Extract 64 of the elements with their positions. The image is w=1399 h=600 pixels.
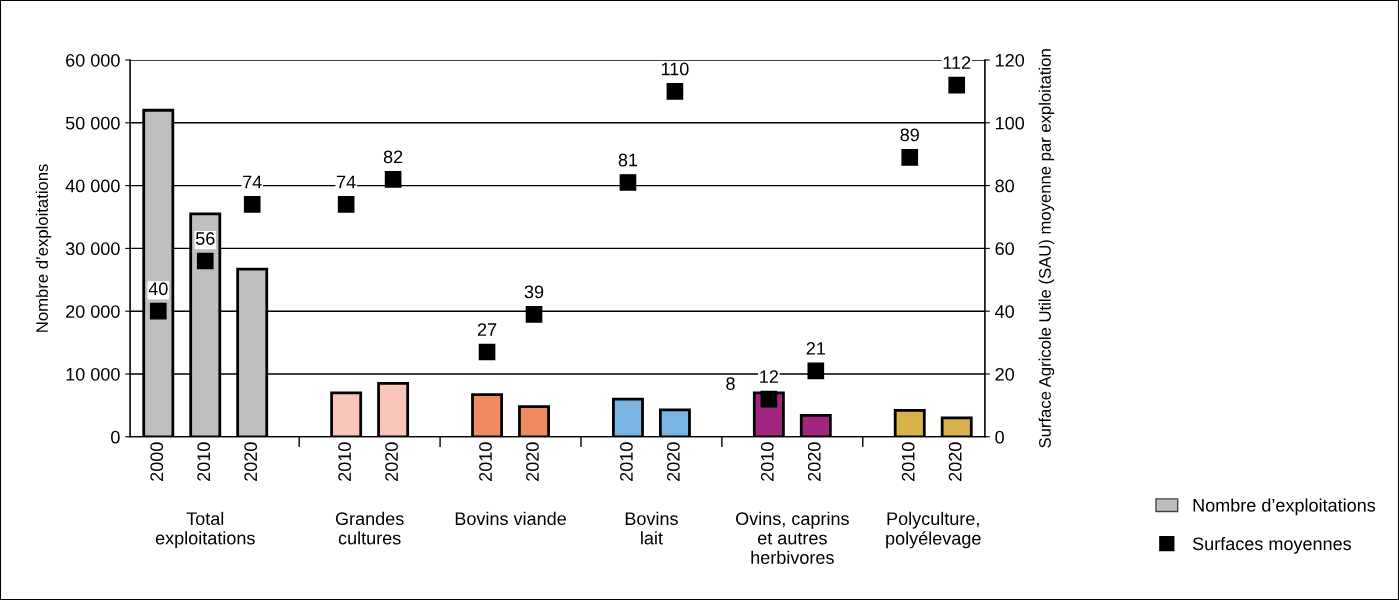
text: Bovins viande	[455, 511, 566, 526]
data-label: 82	[383, 150, 403, 164]
x-tick-label: 2020	[948, 442, 962, 481]
data-label: 27	[477, 323, 497, 336]
y-tick-label: 50 000	[65, 116, 120, 130]
point	[807, 362, 825, 380]
y-axis-title: Nombre d’exploitations	[35, 164, 52, 332]
text: Bovins lait	[625, 511, 678, 545]
x-tick-label: 2010	[760, 442, 774, 481]
point	[243, 196, 261, 213]
data-label: 56	[195, 232, 215, 245]
point	[478, 343, 496, 361]
data-label: 21	[806, 342, 825, 355]
data-label: 40	[148, 282, 168, 296]
point	[525, 306, 543, 323]
y2-tick-label: 120	[995, 53, 1025, 67]
data-label: 74	[243, 175, 262, 189]
point	[901, 149, 919, 166]
y-tick-label: 10 000	[66, 367, 120, 381]
x-tick-label: 2010	[479, 442, 492, 481]
point	[149, 302, 167, 320]
y-tick-label: 20 000	[66, 305, 120, 318]
point	[948, 76, 966, 94]
text: Total exploitations	[155, 511, 255, 549]
text: Grandes cultures	[335, 511, 404, 545]
y2-tick-label: 40	[995, 305, 1014, 318]
text: Ovins, caprins et autres herbivores	[736, 511, 849, 564]
y2-tick-label: 60	[995, 242, 1014, 256]
x-tick-label: 2010	[197, 442, 211, 481]
x-tick-label: 2000	[150, 442, 164, 481]
point	[619, 174, 637, 191]
y2-tick-label: 0	[995, 430, 1004, 444]
data-label: 74	[337, 175, 356, 189]
data-label: 81	[618, 153, 638, 167]
y2-tick-label: 100	[995, 116, 1025, 130]
x-tick-label: 2010	[338, 442, 351, 481]
x-tick-label: 2020	[385, 442, 398, 481]
x-tick-label: 2010	[901, 442, 915, 481]
point	[196, 252, 214, 270]
point	[384, 170, 402, 188]
x-tick-label: 2010	[620, 442, 633, 481]
point	[337, 196, 355, 213]
data-label: 110	[661, 62, 689, 76]
legend-label: Surfaces moyennes	[1192, 536, 1352, 554]
point	[760, 390, 778, 408]
y-tick-label: 40 000	[65, 179, 120, 193]
y-tick-label: 0	[111, 430, 120, 444]
data-label: 112	[943, 56, 971, 69]
data-label: 89	[900, 128, 919, 142]
y2-axis-title: Surface Agricole Utile (SAU) moyenne par exploitation	[1038, 49, 1055, 448]
y2-tick-label: 20	[995, 367, 1014, 381]
x-tick-label: 2020	[807, 442, 821, 481]
text: Polyculture, polyélevage	[886, 511, 981, 549]
y-tick-label: 60 000	[66, 53, 120, 67]
y2-tick-label: 80	[995, 179, 1014, 193]
y-tick-label: 30 000	[65, 242, 120, 256]
x-tick-label: 2020	[526, 442, 539, 481]
data-label: 39	[524, 285, 544, 299]
x-tick-label: 2020	[244, 442, 258, 481]
x-tick-label: 2020	[666, 442, 680, 481]
legend-label: Nombre d’exploitations	[1193, 498, 1376, 516]
point	[666, 83, 684, 100]
data-label: 12	[760, 370, 778, 383]
annotation: 8	[726, 377, 735, 390]
